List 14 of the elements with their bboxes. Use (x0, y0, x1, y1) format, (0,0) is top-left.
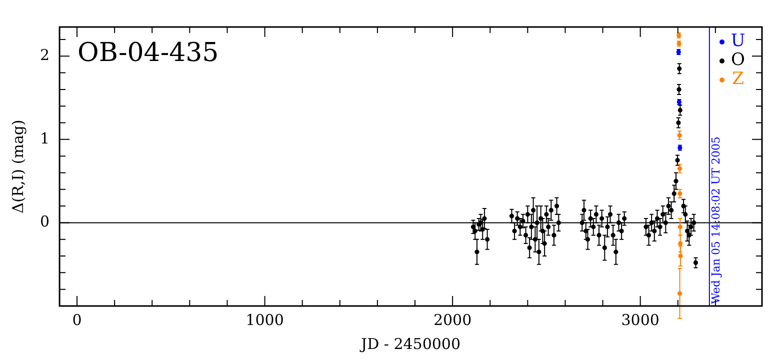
legend-label: Z (732, 68, 744, 89)
y-tick-label: 1 (40, 129, 50, 148)
x-axis-title: JD - 2450000 (359, 334, 460, 353)
legend-label: O (731, 50, 745, 70)
legend-label: U (730, 30, 746, 51)
annotation: Wed Jan 05 14:08:02 UT 2005 (709, 136, 722, 304)
chart-title: OB-04-435 (78, 38, 219, 68)
x-tick-label: 2000 (433, 310, 472, 329)
x-tick-label: 3000 (621, 310, 660, 329)
y-tick-label: 0 (40, 212, 50, 231)
y-tick-label: 2 (40, 46, 50, 64)
x-tick-label: 1000 (246, 310, 284, 329)
x-tick-label: 0 (72, 310, 82, 329)
y-axis-title: Δ(R,I) (mag) (8, 120, 27, 214)
